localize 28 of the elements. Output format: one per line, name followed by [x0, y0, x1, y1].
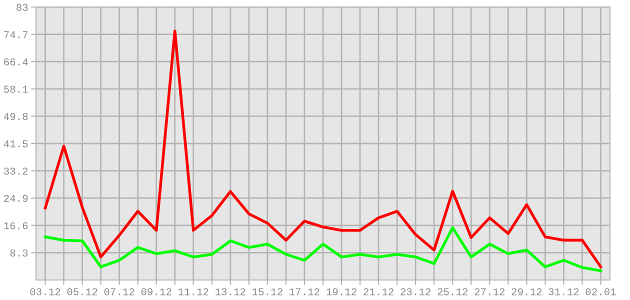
y-tick-label: 66.4: [4, 58, 28, 66]
line-series: [44, 226, 602, 272]
x-tick-label: 31.12: [548, 288, 579, 296]
x-tick-label: 25.12: [438, 288, 468, 296]
x-tick-label: 09.12: [141, 288, 172, 296]
y-tick-label: 83: [16, 4, 28, 11]
x-tick-label: 21.12: [364, 288, 394, 296]
y-tick-label: 41.5: [4, 140, 28, 148]
line-series: [44, 30, 602, 268]
x-tick-label: 23.12: [400, 288, 430, 296]
x-tick-label: 19.12: [326, 288, 356, 296]
y-tick-label: 8.3: [10, 250, 28, 257]
x-tick-label: 03.12: [30, 288, 60, 296]
x-tick-label: 17.12: [290, 288, 320, 296]
y-tick-label: 33.2: [4, 168, 28, 175]
x-tick-label: 02.01: [586, 288, 616, 296]
y-tick-label: 24.9: [4, 194, 28, 202]
x-tick-label: 05.12: [67, 288, 98, 296]
x-tick-label: 27.12: [474, 288, 505, 296]
x-tick-label: 29.12: [512, 288, 542, 296]
y-tick-label: 16.6: [4, 222, 28, 230]
y-tick-label: 49.8: [4, 113, 28, 120]
x-tick-label: 07.12: [104, 288, 134, 296]
x-tick-label: 11.12: [178, 288, 208, 296]
x-tick-label: 13.12: [216, 288, 246, 296]
y-tick-label: 74.7: [4, 31, 28, 38]
x-tick-label: 15.12: [252, 288, 282, 296]
y-tick-label: 58.1: [4, 86, 28, 93]
